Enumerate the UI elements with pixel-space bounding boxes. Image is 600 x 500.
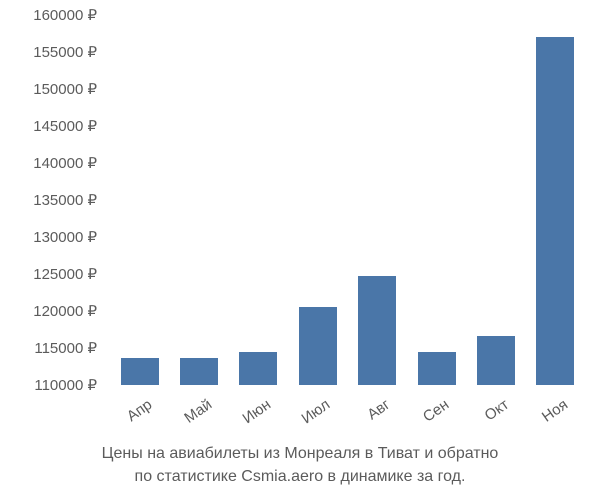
bar — [299, 307, 337, 385]
y-tick-label: 135000 ₽ — [33, 191, 97, 209]
chart-container: 110000 ₽ 115000 ₽ 120000 ₽ 125000 ₽ 130000 ₽… — [0, 0, 600, 500]
y-tick-label: 120000 ₽ — [33, 302, 97, 320]
plot-area — [110, 15, 585, 385]
y-tick-label: 150000 ₽ — [33, 80, 97, 98]
y-tick-label: 115000 ₽ — [34, 339, 97, 357]
y-tick-label: 155000 ₽ — [33, 43, 97, 61]
y-tick-label: 160000 ₽ — [33, 6, 97, 24]
x-tick-label: Июл — [299, 396, 334, 427]
x-tick-label: Июн — [240, 396, 275, 427]
y-tick-label: 110000 ₽ — [34, 376, 97, 394]
y-tick-label: 140000 ₽ — [33, 154, 97, 172]
x-tick-label: Авг — [364, 396, 393, 423]
x-tick-label: Апр — [124, 396, 155, 425]
bar — [358, 276, 396, 385]
x-tick-label: Окт — [481, 396, 511, 424]
y-tick-label: 145000 ₽ — [33, 117, 97, 135]
bar — [239, 352, 277, 385]
bar — [477, 336, 515, 385]
x-labels: Апр Май Июн Июл Авг Сен Окт Ноя — [110, 390, 585, 440]
bar — [418, 352, 456, 385]
y-tick-label: 125000 ₽ — [33, 265, 97, 283]
bars-group — [110, 15, 585, 385]
x-tick-label: Ноя — [539, 396, 571, 426]
x-tick-label: Май — [181, 396, 215, 427]
caption-line-2: по статистике Csmia.aero в динамике за г… — [0, 466, 600, 488]
y-tick-label: 130000 ₽ — [33, 228, 97, 246]
x-axis: Апр Май Июн Июл Авг Сен Окт Ноя — [110, 390, 585, 440]
chart-caption: Цены на авиабилеты из Монреаля в Тиват и… — [0, 443, 600, 488]
bar — [536, 37, 574, 385]
bar — [121, 358, 159, 385]
x-tick-label: Сен — [420, 396, 452, 426]
y-axis: 110000 ₽115000 ₽120000 ₽125000 ₽130000 ₽… — [0, 15, 105, 385]
bar — [180, 358, 218, 385]
caption-line-1: Цены на авиабилеты из Монреаля в Тиват и… — [0, 443, 600, 465]
